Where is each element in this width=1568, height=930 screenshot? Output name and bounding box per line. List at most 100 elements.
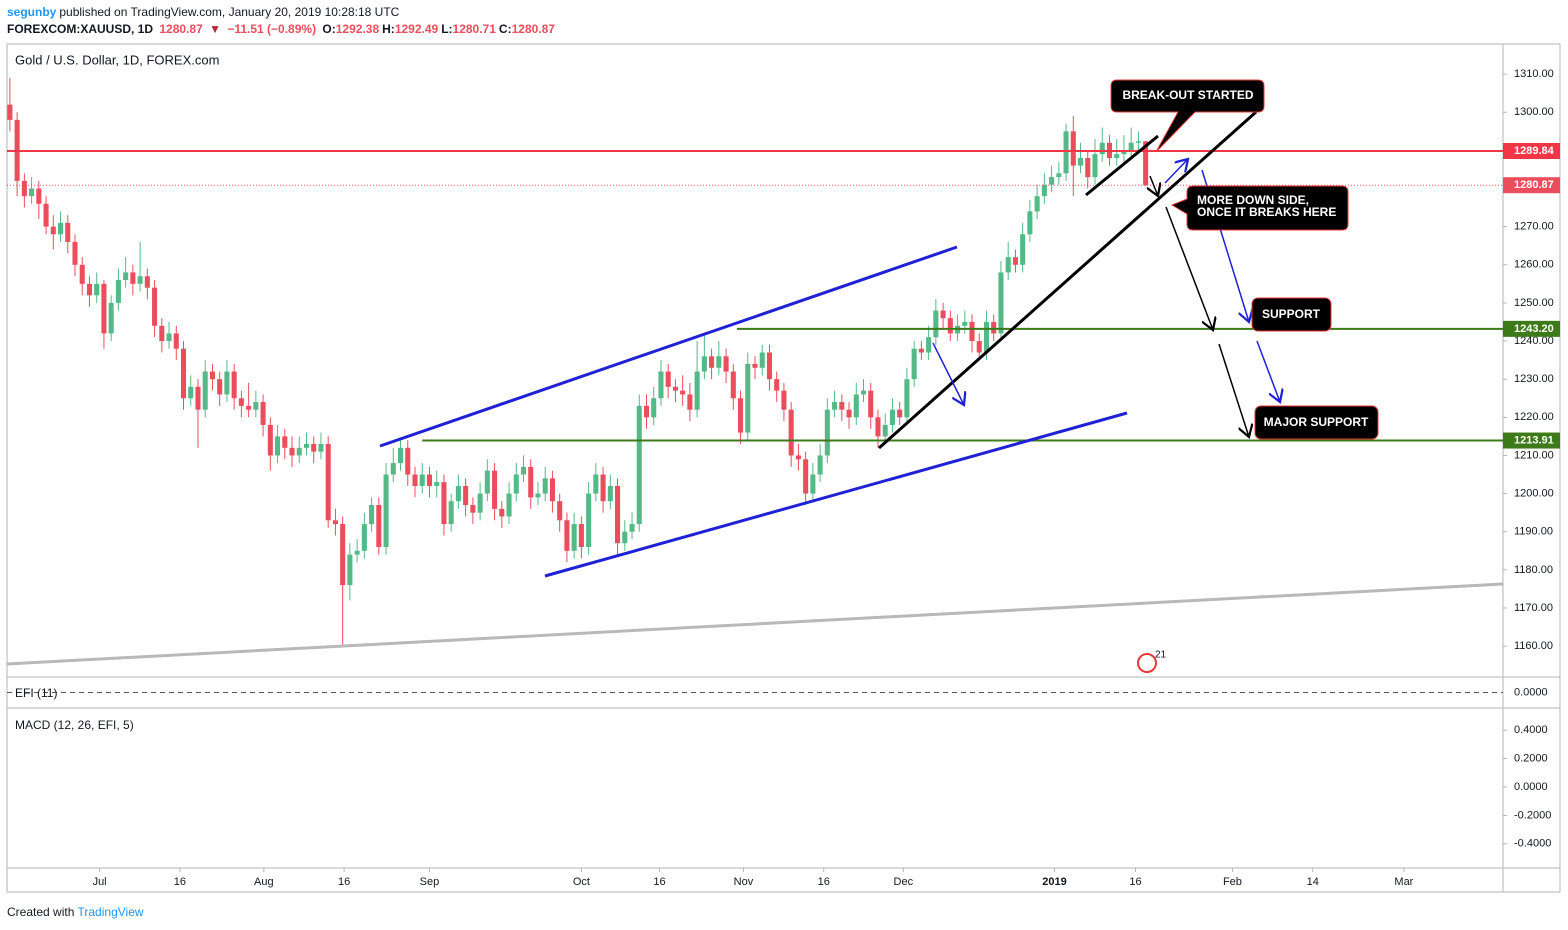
- candle-body: [1020, 234, 1026, 265]
- candle-body: [195, 386, 201, 410]
- candle-body: [275, 436, 281, 456]
- x-tick-label: Nov: [734, 876, 754, 888]
- x-tick-label: Oct: [573, 876, 590, 888]
- ohlc-label: O:: [322, 22, 336, 36]
- x-tick-label: 14: [1307, 876, 1319, 888]
- candle-body: [759, 352, 765, 368]
- candle-body: [868, 390, 874, 418]
- support-trendline: [878, 110, 1257, 450]
- price-tag: [1503, 177, 1560, 194]
- candle-body: [564, 520, 570, 551]
- symbol: FOREXCOM:XAUUSD, 1D: [7, 22, 154, 36]
- candle-body: [1056, 173, 1062, 178]
- price-tag: [1503, 432, 1560, 449]
- callout-box: [1170, 185, 1349, 231]
- candle-body: [846, 409, 852, 418]
- publish-line: segunby published on TradingView.com, Jan…: [7, 5, 402, 19]
- change: −11.51 (−0.89%): [227, 22, 317, 36]
- last-price: 1280.87: [159, 22, 203, 36]
- candle-body: [108, 302, 114, 334]
- y-tick-label: -0.4000: [1514, 838, 1551, 850]
- x-tick-label: Aug: [254, 876, 274, 888]
- y-tick-label: 1300.00: [1514, 106, 1554, 118]
- candle-body: [694, 371, 700, 410]
- candle-body: [600, 474, 606, 502]
- candle-body: [593, 474, 599, 494]
- ohlc-label: H:: [382, 22, 395, 36]
- change-arrow: ▼: [209, 22, 221, 36]
- candle-body: [180, 348, 187, 399]
- candle-body: [962, 321, 968, 326]
- candle-body: [1063, 131, 1069, 174]
- candle-body: [1070, 131, 1076, 166]
- y-tick-label: 1270.00: [1514, 221, 1554, 233]
- candle-body: [318, 444, 324, 452]
- candle-body: [36, 188, 42, 204]
- candle-body: [607, 485, 613, 502]
- candle-body: [311, 444, 317, 452]
- candle-body: [709, 356, 715, 368]
- candle-body: [224, 371, 230, 395]
- candle-body: [788, 409, 794, 456]
- candle-body: [665, 371, 671, 387]
- candle-body: [94, 283, 100, 296]
- candle-body: [50, 226, 56, 235]
- candle-body: [940, 310, 946, 319]
- arrow: [1218, 343, 1249, 437]
- candle-body: [470, 505, 476, 513]
- candle-body: [354, 550, 360, 555]
- callout-box: [1251, 297, 1332, 332]
- event-badge-icon: [1137, 653, 1157, 673]
- price-tag-label: 1243.20: [1514, 323, 1554, 335]
- candle-body: [260, 402, 266, 425]
- candle-body: [455, 485, 461, 502]
- arrow: [1165, 206, 1213, 330]
- annotation: MORE DOWN SIDE,: [1197, 193, 1309, 207]
- candle-body: [918, 348, 924, 353]
- candle-body: [65, 222, 71, 242]
- y-tick-label: 1240.00: [1514, 335, 1554, 347]
- candle-body: [506, 493, 512, 517]
- candle-body: [781, 390, 787, 410]
- x-tick-label: Feb: [1223, 876, 1242, 888]
- candle-body: [897, 409, 903, 418]
- candle-body: [7, 104, 13, 120]
- candle-body: [209, 371, 215, 380]
- candle-body: [123, 272, 129, 281]
- annotation: BREAK-OUT STARTED: [1122, 88, 1253, 102]
- marks: 1310.001300.001290.001270.001260.001250.…: [7, 68, 1560, 888]
- candle-body: [303, 444, 310, 448]
- footer-brand[interactable]: TradingView: [77, 905, 144, 919]
- y-tick-label: 0.0000: [1514, 686, 1548, 698]
- drawings: [6, 110, 1504, 666]
- y-tick-label: 1180.00: [1514, 564, 1553, 576]
- author[interactable]: segunby: [7, 5, 57, 19]
- candle-body: [152, 287, 158, 326]
- x-tick-label: Jul: [93, 876, 107, 888]
- candle-body: [983, 321, 990, 353]
- callout-box: [1254, 405, 1379, 440]
- candle-body: [542, 478, 548, 494]
- candle-body: [738, 398, 744, 433]
- price-tag-label: 1289.84: [1514, 145, 1555, 157]
- candle-body: [253, 402, 259, 410]
- ohlc-value: 1280.71: [452, 22, 496, 36]
- candle-body: [1135, 141, 1141, 143]
- y-tick-label: 1160.00: [1514, 640, 1553, 652]
- candle-body: [246, 405, 252, 410]
- candle-body: [860, 390, 867, 395]
- candle-body: [412, 474, 418, 486]
- candle-body: [390, 463, 396, 475]
- candle-body: [101, 283, 107, 334]
- candle-body: [58, 222, 64, 235]
- candle-body: [875, 417, 881, 437]
- candle-body: [520, 466, 527, 475]
- short-trendline: [1085, 134, 1159, 197]
- y-tick-label: 1230.00: [1514, 373, 1554, 385]
- candle-body: [1005, 257, 1011, 273]
- candle-body: [839, 402, 845, 410]
- ohlc-label: C:: [498, 22, 512, 36]
- candle-body: [238, 398, 244, 406]
- candle-body: [202, 371, 208, 410]
